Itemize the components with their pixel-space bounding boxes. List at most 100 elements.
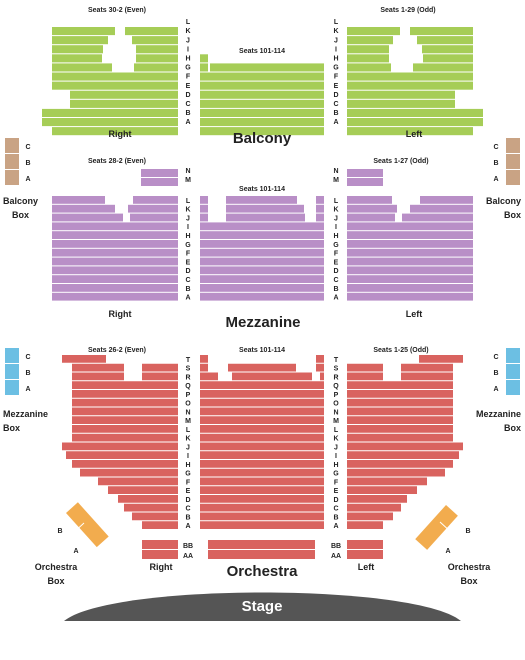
mezzanine-box-left-seat-b[interactable] — [5, 364, 19, 379]
orchestra-left-row-aa[interactable] — [347, 550, 383, 559]
balcony-left-row-j-part-2[interactable] — [422, 45, 473, 54]
orchestra-center-row-l[interactable] — [200, 425, 324, 433]
balcony-center-row-g[interactable] — [200, 72, 324, 81]
orchestra-front-rows[interactable]: BB BB AA AA — [142, 540, 383, 560]
orchestra-left-row-e[interactable] — [347, 486, 417, 494]
orchestra-left-row-p[interactable] — [347, 390, 453, 398]
mezzanine-center-row-e[interactable] — [200, 257, 324, 266]
orchestra-center-row-i[interactable] — [200, 451, 324, 459]
orchestra-left-row-m[interactable] — [347, 416, 453, 424]
balcony-left-seating-block[interactable] — [347, 27, 483, 136]
balcony-left-row-k-part-2[interactable] — [417, 36, 473, 45]
orchestra-center-row-q[interactable] — [200, 381, 324, 389]
balcony-left-row-f[interactable] — [347, 81, 473, 90]
mezzanine-left-row-a[interactable] — [347, 292, 473, 301]
orchestra-center-row-r-part-1[interactable] — [200, 372, 218, 381]
orchestra-right-row-f[interactable] — [98, 477, 178, 486]
orchestra-center-row-m[interactable] — [200, 416, 324, 424]
orchestra-center-row-h[interactable] — [200, 460, 324, 468]
orchestra-right-row-h[interactable] — [72, 460, 178, 468]
mezzanine-center-row-k-part-2[interactable] — [226, 204, 304, 213]
orchestra-left-row-g[interactable] — [347, 468, 445, 477]
balcony-right-seating-block[interactable] — [42, 27, 178, 136]
mezzanine-box-right-seat-a[interactable] — [506, 380, 520, 395]
orchestra-center-row-p[interactable] — [200, 390, 324, 398]
mezzanine-left-row-k-part-2[interactable] — [410, 204, 473, 213]
orchestra-left-row-t[interactable] — [419, 355, 463, 363]
mezzanine-center-row-b[interactable] — [200, 284, 324, 292]
mezzanine-center-row-k-part-1[interactable] — [200, 204, 208, 213]
mezzanine-left-row-l-part-2[interactable] — [420, 196, 473, 204]
orchestra-box-left[interactable] — [66, 502, 109, 548]
orchestra-center-row-bb[interactable] — [208, 540, 315, 549]
orchestra-center-row-s-part-3[interactable] — [316, 363, 324, 372]
balcony-left-row-b[interactable] — [347, 118, 483, 127]
orchestra-box-left-seats[interactable] — [66, 502, 109, 548]
balcony-right-row-b[interactable] — [42, 118, 178, 127]
mezzanine-left-row-i[interactable] — [347, 222, 473, 231]
orchestra-center-row-d[interactable] — [200, 495, 324, 503]
balcony-center-row-i[interactable] — [200, 54, 208, 63]
mezzanine-center-row-h[interactable] — [200, 231, 324, 239]
mezzanine-center-row-g[interactable] — [200, 240, 324, 248]
orchestra-center-row-g[interactable] — [200, 468, 324, 477]
orchestra-center-row-f[interactable] — [200, 477, 324, 486]
mezzanine-left-row-j-part-2[interactable] — [402, 213, 473, 222]
mezzanine-right-row-n[interactable] — [141, 169, 178, 177]
balcony-box-left[interactable]: C B A — [5, 138, 31, 185]
orchestra-center-row-j[interactable] — [200, 442, 324, 451]
balcony-left-row-g[interactable] — [347, 72, 473, 81]
orchestra-right-row-s-part-2[interactable] — [142, 363, 178, 372]
mezzanine-box-left[interactable]: C B A — [5, 348, 31, 395]
orchestra-right-row-o[interactable] — [72, 398, 178, 407]
orchestra-right-row-d[interactable] — [118, 495, 178, 503]
balcony-box-right-seat-a[interactable] — [506, 170, 520, 185]
balcony-left-row-a[interactable] — [347, 127, 473, 136]
mezzanine-right-row-b[interactable] — [52, 284, 178, 292]
orchestra-center-row-s-part-2[interactable] — [228, 363, 296, 372]
mezzanine-box-left-seat-c[interactable] — [5, 348, 19, 363]
orchestra-left-row-b[interactable] — [347, 512, 393, 521]
balcony-right-row-j-part-1[interactable] — [52, 45, 103, 54]
mezzanine-box-left-seat-a[interactable] — [5, 380, 19, 395]
orchestra-left-row-q[interactable] — [347, 381, 453, 389]
mezzanine-left-row-l-part-1[interactable] — [347, 196, 392, 204]
orchestra-box-right-seats[interactable] — [415, 505, 458, 550]
balcony-box-left-seat-b[interactable] — [5, 154, 19, 169]
mezzanine-box-right-seat-b[interactable] — [506, 364, 520, 379]
orchestra-center-row-aa[interactable] — [208, 550, 315, 559]
orchestra-left-seating-block[interactable] — [347, 355, 463, 529]
orchestra-right-row-q[interactable] — [72, 381, 178, 389]
orchestra-center-row-s-part-1[interactable] — [200, 363, 208, 372]
orchestra-center-row-o[interactable] — [200, 398, 324, 407]
balcony-right-row-k-part-2[interactable] — [132, 36, 178, 45]
mezzanine-left-row-n[interactable] — [347, 169, 383, 177]
orchestra-left-row-o[interactable] — [347, 398, 453, 407]
mezzanine-box-right-seat-c[interactable] — [506, 348, 520, 363]
balcony-box-right-seat-b[interactable] — [506, 154, 520, 169]
balcony-left-row-l-part-2[interactable] — [410, 27, 473, 36]
mezzanine-left-row-c[interactable] — [347, 275, 473, 283]
orchestra-center-row-r-part-3[interactable] — [320, 372, 324, 381]
balcony-box-right-seat-c[interactable] — [506, 138, 520, 153]
orchestra-right-row-t[interactable] — [62, 355, 106, 363]
balcony-left-row-l-part-1[interactable] — [347, 27, 400, 36]
orchestra-left-row-i[interactable] — [347, 451, 459, 459]
orchestra-center-row-n[interactable] — [200, 407, 324, 416]
mezzanine-center-row-l-part-1[interactable] — [200, 196, 208, 204]
mezzanine-right-row-h[interactable] — [52, 231, 178, 239]
mezzanine-right-row-m[interactable] — [141, 178, 178, 186]
mezzanine-right-row-k-part-1[interactable] — [52, 204, 115, 213]
orchestra-left-row-r-part-2[interactable] — [401, 372, 453, 381]
orchestra-center-row-t-part-1[interactable] — [200, 355, 208, 363]
mezzanine-right-row-j-part-2[interactable] — [130, 213, 178, 222]
orchestra-left-row-c[interactable] — [347, 503, 401, 512]
balcony-left-row-j-part-1[interactable] — [347, 45, 389, 54]
orchestra-center-row-k[interactable] — [200, 433, 324, 442]
balcony-center-row-f[interactable] — [200, 81, 324, 90]
balcony-left-row-d[interactable] — [347, 99, 455, 108]
mezzanine-right-row-c[interactable] — [52, 275, 178, 283]
balcony-center-row-h-part-1[interactable] — [200, 63, 208, 72]
orchestra-right-row-l[interactable] — [72, 425, 178, 433]
orchestra-center-row-r-part-2[interactable] — [232, 372, 312, 381]
